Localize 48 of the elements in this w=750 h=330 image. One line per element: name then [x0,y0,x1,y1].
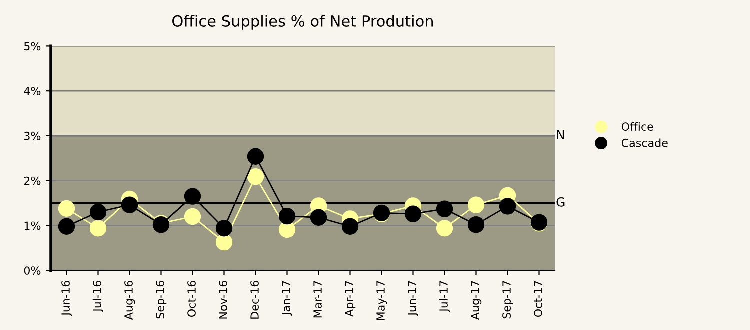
x-tick-label: Mar-17 [314,281,322,318]
x-tick-label: Sep-16 [156,281,167,319]
y-tick-label: 3% [24,132,41,140]
x-tick-label: Aug-17 [471,281,482,320]
point [404,206,422,222]
x-tick-label: Oct-16 [188,281,196,318]
point [278,208,296,225]
point [247,148,264,165]
x-tick-label: May-17 [376,281,388,320]
y-tick-label: 4% [24,87,41,96]
ref-line-label: N [557,130,564,140]
point [499,198,516,215]
x-tick-label: Apr-17 [345,281,356,317]
x-tick-label: Oct-17 [534,281,542,318]
x-tick-label: Nov-16 [219,281,228,319]
point [184,208,202,226]
point [247,168,264,186]
point [90,220,107,237]
point [278,221,296,238]
chart-title: Office Supplies % of Net Prodution [172,15,434,30]
point [310,209,328,226]
y-tick-label: 0% [24,266,41,275]
point [342,218,359,235]
point [216,234,233,251]
point [184,188,202,205]
legend-label: Office [622,122,654,132]
x-tick-label: Jun-17 [408,281,419,316]
legend-label: Cascade [622,138,668,148]
x-tick-label: Dec-16 [250,281,259,319]
x-tick-label: Aug-16 [124,281,136,320]
point [58,218,76,235]
point [436,200,454,218]
point [436,220,454,237]
point [121,196,138,214]
point [58,200,76,217]
y-tick-label: 1% [24,222,41,230]
x-tick-label: Jun-16 [62,281,72,316]
point [468,196,485,214]
point [216,220,233,237]
y-tick-label: 2% [24,176,41,186]
point [468,216,485,234]
y-tick-label: 5% [24,42,41,51]
x-tick-label: Jan-17 [282,281,293,316]
x-tick-label: Sep-17 [502,281,514,319]
point [90,204,107,221]
x-tick-label: Jul-16 [92,281,104,312]
ref-line-label: G [556,197,565,207]
x-tick-label: Jul-17 [439,281,450,312]
